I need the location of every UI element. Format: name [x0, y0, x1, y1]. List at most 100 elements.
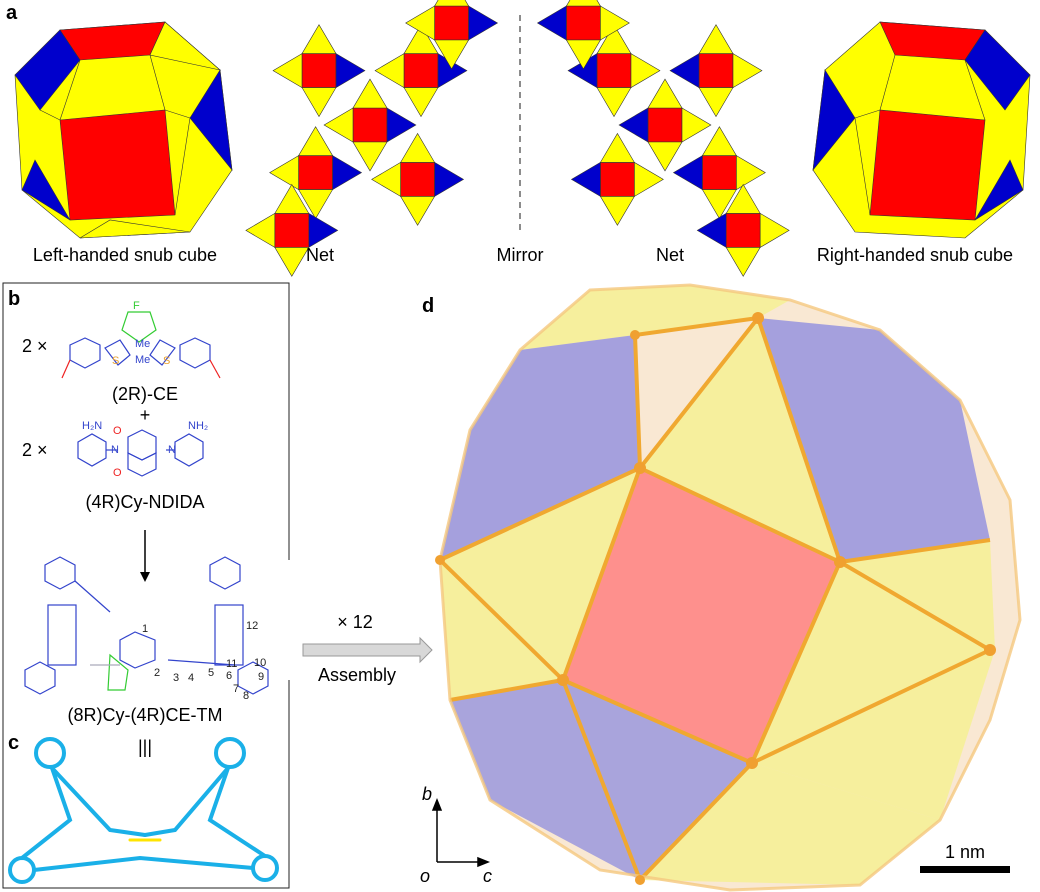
atom-n: N	[111, 444, 119, 456]
ce-structure	[61, 311, 221, 379]
crystal-structure-tm	[8, 737, 279, 884]
compound-ndida-label: (4R)Cy-NDIDA	[85, 492, 205, 512]
identity-symbol: |||	[137, 737, 153, 757]
net-triangle	[352, 141, 388, 172]
net-triangle	[298, 189, 334, 220]
net-triangle	[599, 196, 635, 226]
net-triangle	[634, 161, 664, 197]
position-number: 12	[246, 620, 259, 632]
left-snub-cube	[14, 21, 233, 239]
net-square	[301, 53, 337, 88]
net-triangle	[400, 132, 436, 163]
net-triangle	[725, 183, 761, 214]
atom-nh2: NH₂	[188, 420, 209, 432]
net-triangle	[698, 87, 734, 118]
net-right	[536, 0, 790, 277]
net-triangle	[405, 5, 435, 41]
net-triangle	[298, 126, 334, 156]
caption-mirror: Mirror	[496, 245, 544, 265]
net-triangle	[374, 53, 405, 89]
net-square	[274, 213, 310, 248]
panel-bc-frame	[2, 282, 290, 889]
atom-n: N	[168, 444, 176, 456]
net-triangle	[736, 155, 766, 191]
net-square	[725, 213, 761, 248]
atom-o: O	[113, 425, 122, 437]
net-triangle	[600, 5, 630, 41]
net-triangle	[565, 0, 601, 7]
multiplier-1: 2 ×	[22, 336, 48, 356]
multiplier-2: 2 ×	[22, 440, 48, 460]
atom-me: Me	[135, 354, 151, 366]
atom-h2n: H₂N	[82, 420, 103, 432]
position-number: 3	[173, 672, 180, 684]
net-triangle	[272, 53, 303, 89]
net-triangle	[618, 107, 649, 143]
product-label: (8R)Cy-(4R)CE-TM	[67, 705, 223, 725]
ndida-structure	[77, 429, 204, 477]
net-triangle	[403, 87, 439, 118]
axis-b-label: b	[422, 784, 433, 804]
net-square	[702, 155, 737, 190]
atom-me: Me	[135, 338, 151, 350]
atom-s: S	[112, 355, 120, 367]
position-number: 7	[233, 683, 240, 695]
net-triangle	[332, 155, 363, 191]
net-triangle	[434, 39, 470, 70]
panel-c-label: c	[8, 732, 20, 754]
assembly-label: Assembly	[317, 665, 397, 685]
net-square	[403, 53, 439, 88]
net-triangle	[599, 132, 635, 163]
net-triangle	[536, 5, 567, 41]
position-number: 10	[254, 657, 267, 669]
plus-sign: +	[139, 405, 151, 425]
position-number: 9	[258, 671, 265, 683]
position-number: 8	[243, 690, 250, 702]
net-triangle	[434, 0, 470, 7]
net-triangle	[468, 5, 499, 41]
net-triangle	[274, 183, 310, 214]
net-left	[245, 0, 499, 277]
net-triangle	[570, 161, 601, 197]
net-triangle	[647, 78, 683, 109]
net-triangle	[274, 247, 310, 277]
snub-cube-assembly	[435, 283, 1022, 892]
scale-bar	[920, 866, 1010, 873]
net-triangle	[335, 53, 366, 89]
net-square	[647, 107, 683, 143]
net-triangle	[672, 155, 703, 191]
position-number: 6	[226, 670, 233, 682]
net-triangle	[323, 107, 354, 143]
net-triangle	[301, 24, 337, 54]
net-square	[352, 107, 388, 143]
position-number: 5	[208, 667, 215, 679]
net-triangle	[245, 212, 276, 248]
caption-net-right: Net	[655, 245, 685, 265]
caption-left-snub-cube: Left-handed snub cube	[32, 245, 218, 265]
net-triangle	[386, 107, 417, 143]
net-triangle	[696, 212, 727, 248]
net-triangle	[301, 87, 337, 118]
caption-right-snub-cube: Right-handed snub cube	[816, 245, 1014, 265]
net-square	[566, 5, 601, 41]
net-square	[600, 162, 635, 197]
position-number: 4	[188, 672, 195, 684]
panel-a-label: a	[6, 2, 18, 24]
atom-s: S	[163, 355, 171, 367]
net-triangle	[400, 196, 436, 226]
assembly-arrow	[302, 636, 433, 664]
net-triangle	[352, 78, 388, 109]
net-triangle	[403, 24, 439, 54]
net-triangle	[701, 189, 737, 220]
net-triangle	[434, 161, 465, 197]
position-number: 1	[142, 623, 149, 635]
net-triangle	[701, 126, 737, 156]
tm-structure	[24, 556, 269, 695]
net-triangle	[565, 39, 601, 70]
position-number: 11	[226, 658, 238, 670]
net-triangle	[596, 87, 632, 118]
compound-ce-label: (2R)-CE	[112, 384, 178, 404]
right-snub-cube	[812, 21, 1031, 239]
reaction-arrow	[140, 530, 150, 582]
